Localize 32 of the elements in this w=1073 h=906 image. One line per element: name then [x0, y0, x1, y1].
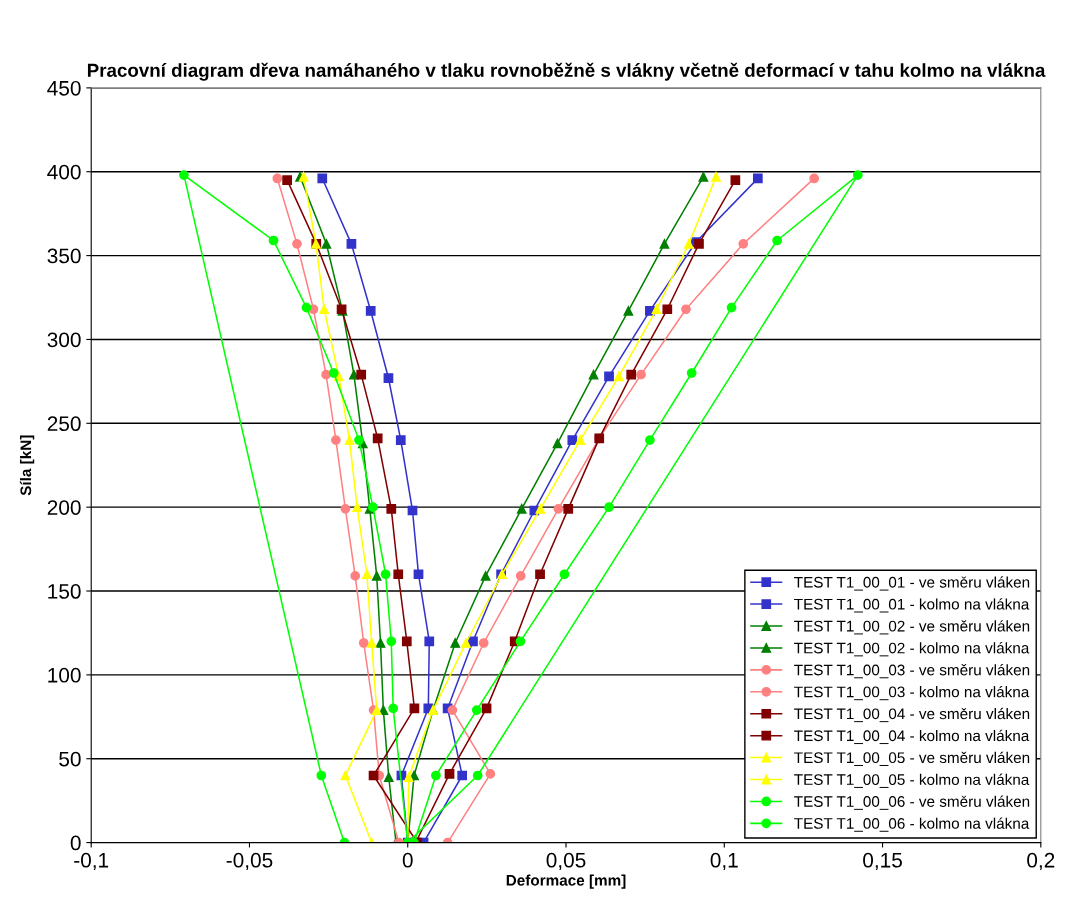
x-tick-label: 0,15	[863, 852, 902, 871]
legend-label: TEST T1_00_03 - ve směru vláken	[794, 663, 1030, 679]
legend-label: TEST T1_00_04 - kolmo na vlákna	[794, 729, 1030, 745]
legend-label: TEST T1_00_04 - ve směru vláken	[794, 707, 1030, 723]
chart-title: Pracovní diagram dřeva namáhaného v tlaku rovnoběžně s vlákny včetně deformací v tahu kolmo na vlákna	[87, 62, 1046, 81]
legend-label: TEST T1_00_06 - ve směru vláken	[794, 795, 1030, 810]
y-tick-label: 400	[47, 164, 81, 180]
legend-label: TEST T1_00_05 - ve směru vláken	[794, 751, 1030, 766]
y-tick-label: 50	[59, 751, 81, 767]
y-tick-label: 0	[70, 835, 81, 851]
y-tick-label: 250	[47, 416, 81, 432]
x-tick-label: -0,1	[74, 852, 109, 871]
legend-label: TEST T1_00_01 - kolmo na vlákna	[794, 598, 1030, 613]
legend-label: TEST T1_00_03 - kolmo na vlákna	[794, 685, 1030, 701]
legend-label: TEST T1_00_06 - kolmo na vlákna	[794, 817, 1030, 832]
x-tick-label: 0,05	[546, 852, 586, 871]
x-tick-label: 0,2	[1027, 852, 1055, 871]
y-tick-label: 300	[47, 332, 81, 348]
legend-label: TEST T1_00_02 - kolmo na vlákna	[794, 642, 1030, 657]
y-axis-title: Síla [kN]	[19, 435, 35, 496]
x-tick-label: -0,05	[226, 852, 273, 871]
legend-label: TEST T1_00_05 - kolmo na vlákna	[794, 773, 1030, 788]
x-tick-label: 0,1	[710, 852, 738, 871]
legend-label: TEST T1_00_01 - ve směru vláken	[794, 576, 1030, 591]
y-tick-label: 200	[47, 500, 81, 515]
y-tick-label: 350	[47, 248, 81, 264]
x-tick-label: 0	[402, 852, 413, 868]
y-tick-label: 450	[47, 80, 81, 96]
legend-label: TEST T1_00_02 - ve směru vláken	[794, 620, 1030, 635]
y-tick-label: 100	[48, 667, 81, 683]
y-tick-label: 150	[48, 584, 81, 599]
x-axis-title: Deformace [mm]	[506, 874, 626, 889]
